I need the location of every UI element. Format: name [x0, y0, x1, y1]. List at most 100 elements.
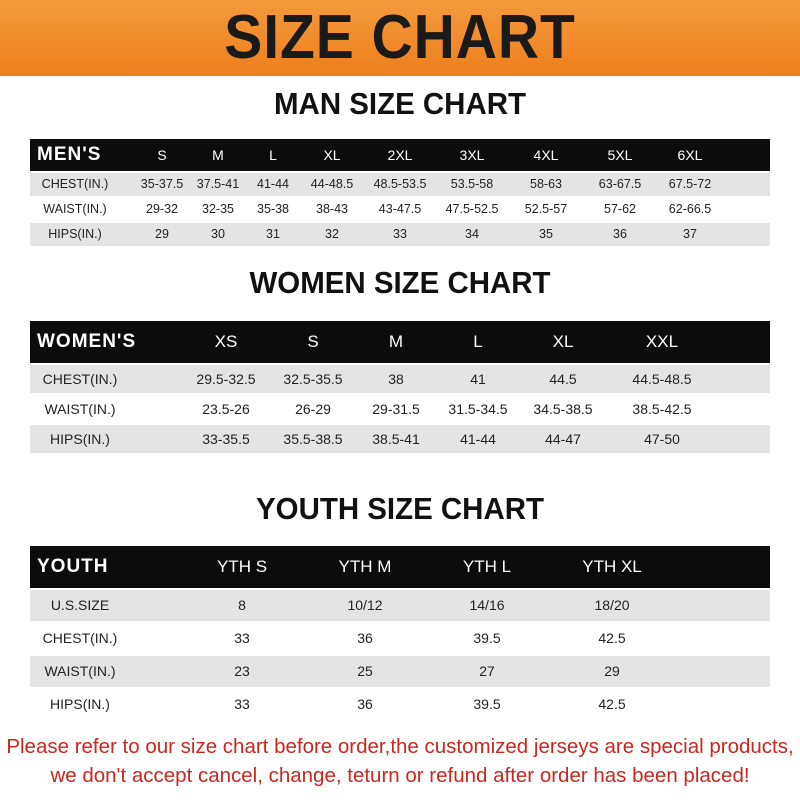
table-cell: 47-50	[644, 430, 680, 447]
table-cell: 34.5-38.5	[533, 400, 593, 417]
table-cell: 47.5-52.5	[445, 202, 499, 217]
table-cell: 42.5	[598, 630, 626, 647]
men-header-label: MEN'S	[37, 144, 102, 166]
table-cell: 18/20	[594, 597, 630, 614]
table-cell: 57-62	[604, 202, 636, 217]
table-cell: 63-67.5	[598, 177, 642, 192]
size-column-header: 6XL	[677, 146, 703, 163]
table-cell: 48.5-53.5	[373, 177, 427, 192]
table-row: CHEST(IN.) 33 36 39.5 42.5	[30, 623, 770, 654]
table-cell: 32.5-35.5	[283, 370, 343, 387]
table-cell: 38-43	[316, 202, 348, 217]
size-column-header: S	[307, 332, 319, 352]
row-label: WAIST(IN.)	[43, 202, 107, 217]
table-cell: 27	[479, 663, 495, 680]
table-cell: 58-63	[530, 177, 562, 192]
table-cell: 53.5-58	[450, 177, 494, 192]
table-cell: 35	[539, 227, 553, 242]
table-row: CHEST(IN.) 29.5-32.5 32.5-35.5 38 41 44.5 44.5…	[30, 365, 770, 393]
women-header-row: WOMEN'S XS S M L XL XXL	[30, 321, 770, 363]
table-cell: 32	[325, 227, 339, 242]
women-section-title: WOMEN SIZE CHART	[249, 265, 551, 300]
table-cell: 41-44	[460, 430, 496, 447]
table-cell: 23	[234, 663, 250, 680]
table-cell: 43-47.5	[378, 202, 422, 217]
row-label: WAIST(IN.)	[44, 400, 116, 417]
table-row: WAIST(IN.) 29-32 32-35 35-38 38-43 43-47.5 47.…	[30, 198, 770, 221]
table-row: U.S.SIZE 8 10/12 14/16 18/20	[30, 590, 770, 621]
table-cell: 37.5-41	[196, 177, 240, 192]
size-column-header: YTH XL	[582, 557, 642, 577]
table-cell: 42.5	[598, 696, 626, 713]
table-cell: 30	[211, 227, 225, 242]
table-cell: 44.5	[549, 370, 577, 387]
table-cell: 35.5-38.5	[283, 430, 343, 447]
table-cell: 67.5-72	[668, 177, 712, 192]
table-cell: 36	[357, 630, 373, 647]
size-column-header: XL	[323, 146, 341, 163]
row-label: HIPS(IN.)	[50, 430, 110, 447]
men-section-title: MAN SIZE CHART	[274, 86, 526, 121]
table-cell: 38.5-42.5	[632, 400, 692, 417]
notice-line-2: we don't accept cancel, change, teturn o…	[50, 764, 750, 787]
women-header-label: WOMEN'S	[37, 331, 137, 353]
size-column-header: YTH L	[462, 557, 512, 577]
table-cell: 36	[357, 696, 373, 713]
table-cell: 33	[393, 227, 407, 242]
table-cell: 29-32	[146, 202, 178, 217]
table-cell: 35-38	[257, 202, 289, 217]
table-cell: 10/12	[347, 597, 383, 614]
table-cell: 33-35.5	[202, 430, 250, 447]
table-row: HIPS(IN.) 33 36 39.5 42.5	[30, 689, 770, 720]
youth-header-row: YOUTH YTH S YTH M YTH L YTH XL	[30, 546, 770, 588]
row-label: WAIST(IN.)	[44, 663, 116, 680]
table-cell: 44-47	[545, 430, 581, 447]
row-label: U.S.SIZE	[50, 597, 110, 614]
youth-header-label: YOUTH	[37, 556, 109, 578]
table-cell: 25	[357, 663, 373, 680]
table-cell: 31	[266, 227, 280, 242]
table-row: CHEST(IN.) 35-37.5 37.5-41 41-44 44-48.5 48.5…	[30, 173, 770, 196]
size-column-header: L	[473, 332, 483, 352]
title-banner	[0, 0, 800, 76]
row-label: CHEST(IN.)	[42, 630, 118, 647]
table-cell: 29	[155, 227, 169, 242]
youth-section-title: YOUTH SIZE CHART	[256, 491, 544, 526]
table-cell: 29	[604, 663, 620, 680]
men-header-row: MEN'S S M L XL 2XL 3XL 4XL 5XL 6XL	[30, 139, 770, 171]
table-row: HIPS(IN.) 29 30 31 32 33 34 35 36 37	[30, 223, 770, 246]
table-cell: 39.5	[473, 630, 501, 647]
table-cell: 26-29	[295, 400, 331, 417]
table-cell: 33	[234, 696, 250, 713]
table-cell: 23.5-26	[202, 400, 250, 417]
table-cell: 33	[234, 630, 250, 647]
row-label: HIPS(IN.)	[48, 227, 102, 242]
size-column-header: 3XL	[459, 146, 485, 163]
table-cell: 34	[465, 227, 479, 242]
table-cell: 35-37.5	[140, 177, 184, 192]
table-cell: 29.5-32.5	[196, 370, 256, 387]
table-cell: 44-48.5	[310, 177, 354, 192]
row-label: CHEST(IN.)	[42, 370, 118, 387]
notice-line-1: Please refer to our size chart before or…	[6, 735, 794, 758]
main-title: SIZE CHART	[224, 3, 576, 72]
size-column-header: YTH S	[216, 557, 268, 577]
size-column-header: M	[212, 146, 224, 163]
size-column-header: 4XL	[533, 146, 559, 163]
table-cell: 36	[613, 227, 627, 242]
table-row: HIPS(IN.) 33-35.5 35.5-38.5 38.5-41 41-44 44-…	[30, 425, 770, 453]
table-cell: 8	[238, 597, 246, 614]
table-cell: 31.5-34.5	[448, 400, 508, 417]
table-cell: 39.5	[473, 696, 501, 713]
table-cell: 38	[388, 370, 404, 387]
table-cell: 14/16	[469, 597, 505, 614]
table-cell: 52.5-57	[524, 202, 568, 217]
size-column-header: M	[388, 332, 404, 352]
table-cell: 37	[683, 227, 697, 242]
table-cell: 29-31.5	[372, 400, 420, 417]
table-cell: 41-44	[257, 177, 289, 192]
row-label: HIPS(IN.)	[50, 696, 110, 713]
size-column-header: XXL	[645, 332, 679, 352]
table-cell: 62-66.5	[668, 202, 712, 217]
